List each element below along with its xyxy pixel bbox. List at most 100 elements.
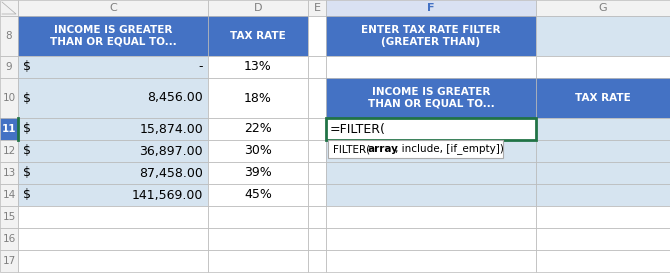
Bar	[18, 206, 208, 228]
Bar	[208, 206, 308, 228]
Text: $: $	[23, 60, 31, 73]
Text: 17: 17	[3, 256, 15, 266]
Bar	[326, 78, 536, 118]
Bar	[326, 140, 536, 162]
Text: 22%: 22%	[244, 122, 272, 135]
Bar	[18, 16, 208, 56]
Bar	[308, 140, 326, 162]
Text: 36,897.00: 36,897.00	[139, 145, 203, 158]
Bar	[208, 228, 308, 250]
Bar	[18, 162, 208, 184]
Bar	[18, 56, 208, 78]
Bar	[0, 118, 18, 140]
Bar	[308, 118, 326, 140]
Bar	[18, 228, 208, 250]
Bar	[536, 228, 670, 250]
Bar	[326, 118, 536, 140]
Bar	[18, 78, 208, 118]
Text: 141,569.00: 141,569.00	[131, 189, 203, 201]
Text: 8,456.00: 8,456.00	[147, 91, 203, 104]
Bar	[18, 118, 208, 140]
Bar	[0, 206, 18, 228]
Text: 30%: 30%	[244, 145, 272, 158]
Bar	[0, 140, 18, 162]
Bar	[18, 184, 208, 206]
Bar	[0, 162, 18, 184]
Bar	[208, 0, 308, 16]
Bar	[536, 140, 670, 162]
Bar	[208, 16, 308, 56]
Bar	[536, 184, 670, 206]
Bar	[536, 250, 670, 272]
Bar	[18, 0, 208, 16]
Bar	[308, 206, 326, 228]
Bar	[0, 56, 18, 78]
Bar	[208, 56, 308, 78]
Bar	[208, 250, 308, 272]
Text: G: G	[599, 3, 607, 13]
Text: 15: 15	[3, 212, 15, 222]
Bar	[326, 16, 536, 56]
Bar	[208, 118, 308, 140]
Bar	[308, 16, 326, 56]
Bar	[0, 228, 18, 250]
Bar	[326, 118, 536, 140]
Text: 16: 16	[3, 234, 15, 244]
Bar	[308, 56, 326, 78]
Bar	[18, 140, 208, 162]
Bar	[0, 184, 18, 206]
Bar	[308, 0, 326, 16]
Text: 15,874.00: 15,874.00	[139, 122, 203, 135]
Bar	[326, 162, 536, 184]
Bar	[326, 228, 536, 250]
Text: C: C	[109, 3, 117, 13]
Bar	[326, 184, 536, 206]
Text: $: $	[23, 145, 31, 158]
Bar	[208, 140, 308, 162]
Text: 12: 12	[3, 146, 15, 156]
Text: ENTER TAX RATE FILTER
(GREATER THAN): ENTER TAX RATE FILTER (GREATER THAN)	[361, 25, 500, 47]
Text: 14: 14	[3, 190, 15, 200]
Bar	[326, 206, 536, 228]
Text: 8: 8	[5, 31, 12, 41]
Bar	[0, 16, 18, 56]
Text: $: $	[23, 91, 31, 104]
Bar	[326, 56, 536, 78]
Text: D: D	[254, 3, 262, 13]
Bar	[328, 140, 503, 158]
Text: =FILTER(: =FILTER(	[330, 122, 386, 135]
Bar	[0, 78, 18, 118]
Text: 45%: 45%	[244, 189, 272, 201]
Text: TAX RATE: TAX RATE	[230, 31, 286, 41]
Text: F: F	[427, 3, 435, 13]
Text: 10: 10	[3, 93, 15, 103]
Bar	[308, 228, 326, 250]
Text: 18%: 18%	[244, 91, 272, 104]
Text: $: $	[23, 189, 31, 201]
Bar	[536, 56, 670, 78]
Bar	[208, 184, 308, 206]
Text: FILTER(: FILTER(	[333, 144, 370, 154]
Text: array: array	[368, 144, 399, 154]
Text: INCOME IS GREATER
THAN OR EQUAL TO...: INCOME IS GREATER THAN OR EQUAL TO...	[368, 87, 494, 109]
Bar	[536, 0, 670, 16]
Text: -: -	[198, 60, 203, 73]
Text: 87,458.00: 87,458.00	[139, 166, 203, 179]
Bar	[208, 78, 308, 118]
Bar	[536, 16, 670, 56]
Bar	[0, 250, 18, 272]
Text: E: E	[314, 3, 320, 13]
Text: $: $	[23, 122, 31, 135]
Text: 11: 11	[2, 124, 16, 134]
Bar	[308, 78, 326, 118]
Bar	[208, 162, 308, 184]
Bar	[0, 0, 18, 16]
Text: , include, [if_empty]): , include, [if_empty])	[395, 143, 504, 155]
Bar	[18, 250, 208, 272]
Bar	[326, 0, 536, 16]
Bar	[326, 250, 536, 272]
Bar	[308, 184, 326, 206]
Bar	[308, 162, 326, 184]
Bar	[308, 250, 326, 272]
Bar	[536, 162, 670, 184]
